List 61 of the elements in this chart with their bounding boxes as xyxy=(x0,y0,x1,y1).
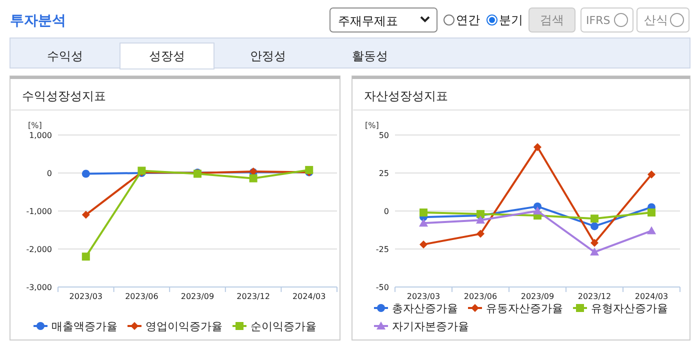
text: 분기 xyxy=(499,13,523,27)
legend-label: 자기자본증가율 xyxy=(392,320,469,333)
point xyxy=(82,252,90,261)
point xyxy=(476,216,485,224)
point xyxy=(590,248,599,256)
text: 안정성 xyxy=(250,49,286,63)
point xyxy=(82,210,90,219)
x-tick-label: 2023/12 xyxy=(236,292,270,301)
point xyxy=(533,206,542,214)
text: 수익성 xyxy=(47,49,83,63)
y-tick-label: 50 xyxy=(378,131,389,140)
x-tick-label: 2023/09 xyxy=(520,292,554,301)
y-tick-label: -25 xyxy=(376,245,389,254)
text: 검색 xyxy=(540,13,564,27)
y-tick-label: 0 xyxy=(46,169,52,178)
point xyxy=(420,240,428,248)
text: 활동성 xyxy=(352,49,388,63)
point xyxy=(249,174,258,182)
legend-label: 영업이익증가율 xyxy=(146,320,222,333)
point xyxy=(305,166,314,174)
text: 성장성 xyxy=(149,49,185,63)
text: 연간 xyxy=(456,13,480,27)
x-tick-label: 2023/03 xyxy=(406,292,440,301)
y-tick-label: -1,000 xyxy=(26,207,52,216)
legend-label: 유동자산증가율 xyxy=(486,302,563,315)
y-tick-label: -3,000 xyxy=(26,283,52,292)
legend-label: 총자산증가율 xyxy=(392,302,458,315)
text: IFRS xyxy=(586,14,610,27)
text: 주재무제표 xyxy=(338,14,398,28)
point xyxy=(590,214,598,223)
x-tick-label: 2023/06 xyxy=(125,292,158,301)
point xyxy=(420,208,428,217)
point xyxy=(590,222,598,230)
x-tick-label: 2023/06 xyxy=(464,292,498,301)
point xyxy=(419,218,428,227)
legend-label: 유형자산증가율 xyxy=(591,302,668,315)
text: 투자분석 xyxy=(10,13,66,29)
x-tick-label: 2023/09 xyxy=(180,292,214,301)
y-tick-label: 1,000 xyxy=(29,131,52,140)
legend-label: 순이익증가율 xyxy=(250,320,316,333)
legend-label: 매출액증가율 xyxy=(52,320,118,333)
point xyxy=(647,226,656,234)
chart-title: 자산성장성지표 xyxy=(364,89,448,103)
chart-title: 수익성장성지표 xyxy=(22,89,106,103)
text: 산식 xyxy=(644,13,668,27)
y-tick-label: -2,000 xyxy=(26,245,52,254)
point xyxy=(534,143,542,152)
y-tick-label: 25 xyxy=(378,169,389,178)
y-tick-label: -50 xyxy=(376,283,389,292)
point xyxy=(648,170,656,179)
y-axis-title: [%] xyxy=(365,121,379,130)
y-tick-label: 0 xyxy=(384,207,389,216)
y-axis-title: [%] xyxy=(28,121,42,130)
x-tick-label: 2024/03 xyxy=(292,292,326,301)
point xyxy=(476,230,484,238)
x-tick-label: 2023/03 xyxy=(69,292,103,301)
point xyxy=(590,238,598,247)
x-tick-label: 2023/12 xyxy=(578,292,612,301)
x-tick-label: 2024/03 xyxy=(634,292,668,301)
point xyxy=(648,208,656,217)
point xyxy=(82,170,90,178)
